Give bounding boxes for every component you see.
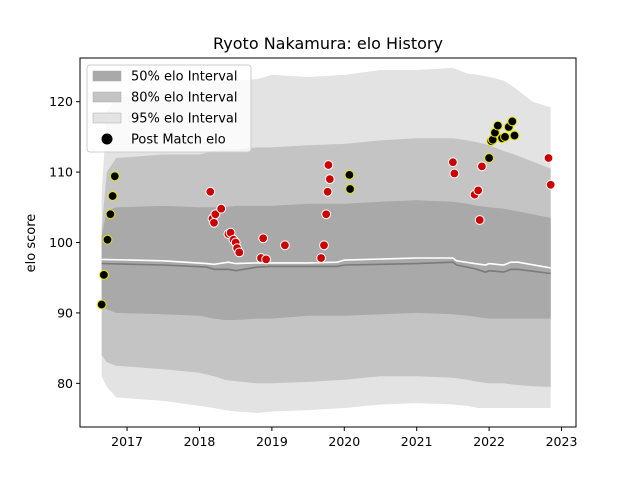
loss-point [261,254,272,265]
loss-point [234,247,245,258]
legend-swatch-points [101,133,113,145]
win-point [492,120,503,131]
loss-point [258,233,269,244]
loss-point [474,215,485,225]
x-tick-label: 2023 [546,434,578,449]
win-point [344,170,355,180]
y-tick-label: 100 [49,235,73,250]
win-point [109,171,120,182]
loss-point [449,168,460,179]
win-point [509,130,520,141]
legend-swatch-band80 [92,91,122,103]
y-tick-label: 110 [49,165,73,180]
legend-swatch-band95 [92,112,122,124]
loss-point [477,161,487,172]
loss-point [323,160,334,170]
win-point [507,116,518,127]
legend-label-band50: 50% elo Interval [131,70,238,85]
x-tick-label: 2021 [401,434,433,449]
x-tick-label: 2018 [184,434,216,449]
loss-point [210,209,221,220]
legend-box [86,64,252,153]
legend-label-points: Post Match elo [131,133,226,148]
legend-label-band95: 95% elo Interval [131,112,238,127]
x-tick-label: 2017 [111,434,143,449]
win-point [99,270,109,280]
x-tick-label: 2022 [473,434,505,449]
legend-swatch-band50 [92,70,122,82]
loss-point [324,174,335,185]
mean-line [101,257,551,269]
y-axis-label: elo score [24,214,39,273]
loss-point [473,185,484,196]
loss-point [209,217,219,228]
x-tick-label: 2020 [328,434,360,449]
win-point [500,132,510,142]
loss-point [280,240,290,251]
y-axis: 80 90 100 110 120 [49,94,80,391]
win-point [345,184,356,194]
legend-label-band80: 80% elo Interval [131,91,238,106]
band-50 [101,200,551,320]
loss-point [545,179,556,190]
loss-point [321,209,332,220]
y-tick-label: 90 [57,305,73,320]
x-tick-label: 2019 [256,434,288,449]
win-point [96,299,107,310]
win-point [107,191,118,201]
loss-point [205,186,216,197]
loss-point [319,240,329,251]
win-point [484,153,495,163]
plot-content [96,67,556,413]
y-tick-label: 80 [57,376,73,391]
x-axis: 2017 2018 2019 2020 2021 2022 2023 [111,427,577,449]
loss-point [448,157,458,168]
loss-point [216,203,227,214]
win-point [102,234,113,245]
loss-point [322,186,333,197]
median-line [101,261,551,275]
loss-point [543,153,554,163]
legend: 50% elo Interval 80% elo Interval 95% elo … [86,64,252,153]
y-tick-label: 120 [49,94,73,109]
chart-title: Ryoto Nakamura: elo History [213,34,443,53]
win-point [105,209,116,220]
loss-point [316,253,327,263]
plot-area [79,57,577,428]
